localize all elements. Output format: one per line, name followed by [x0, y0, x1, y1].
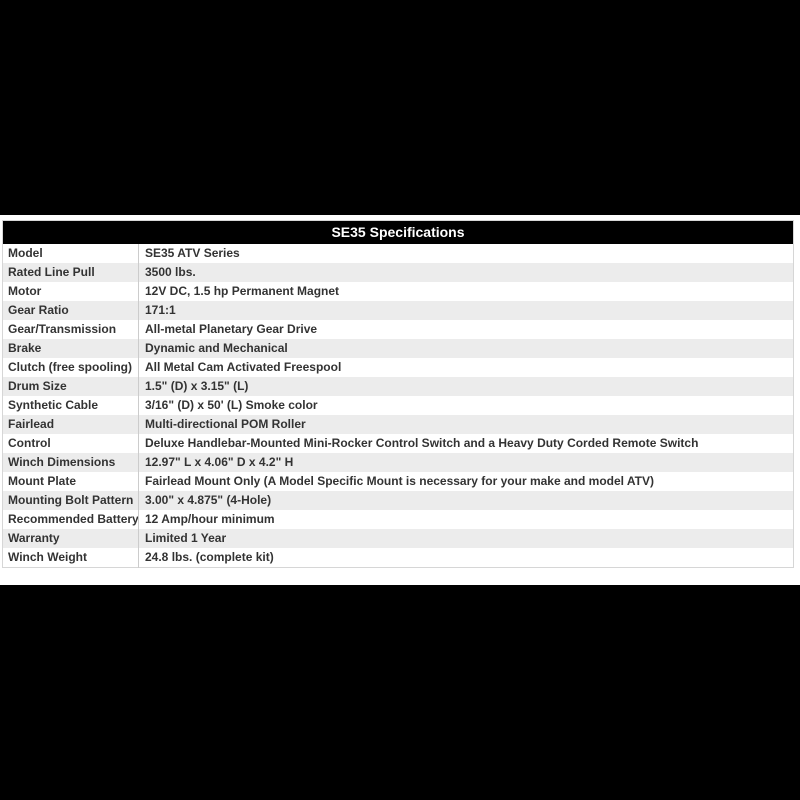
spec-label: Synthetic Cable	[8, 398, 99, 412]
spec-label: Warranty	[8, 531, 60, 545]
spec-label: Winch Weight	[8, 550, 87, 564]
spec-value: 12 Amp/hour minimum	[138, 510, 794, 529]
table-row: Brake Dynamic and Mechanical	[2, 339, 794, 358]
table-row: Motor 12V DC, 1.5 hp Permanent Magnet	[2, 282, 794, 301]
table-row: Gear/Transmission All-metal Planetary Gea…	[2, 320, 794, 339]
table-row: Winch Dimensions 12.97" L x 4.06" D x 4.2…	[2, 453, 794, 472]
spec-label: Mount Plate	[8, 474, 76, 488]
spec-label: Recommended Battery	[8, 512, 139, 526]
spec-label: Gear Ratio	[8, 303, 69, 317]
spec-value: 3.00" x 4.875" (4-Hole)	[138, 491, 794, 510]
table-row: Gear Ratio 171:1	[2, 301, 794, 320]
spec-value: 12.97" L x 4.06" D x 4.2" H	[138, 453, 794, 472]
spec-value: 171:1	[138, 301, 794, 320]
table-row: Clutch (free spooling) All Metal Cam Acti…	[2, 358, 794, 377]
spec-label: Winch Dimensions	[8, 455, 116, 469]
content-panel: SE35 Specifications Model SE35 ATV Series…	[0, 215, 800, 585]
spec-label: Mounting Bolt Pattern	[8, 493, 134, 507]
spec-label: Rated Line Pull	[8, 265, 95, 279]
spec-label: Gear/Transmission	[8, 322, 117, 336]
specs-table: SE35 Specifications Model SE35 ATV Series…	[2, 220, 794, 568]
table-row: Winch Weight 24.8 lbs. (complete kit)	[2, 548, 794, 568]
table-row: Drum Size 1.5" (D) x 3.15" (L)	[2, 377, 794, 396]
table-row: Recommended Battery 12 Amp/hour minimum	[2, 510, 794, 529]
spec-label: Clutch (free spooling)	[8, 360, 132, 374]
specs-body: Model SE35 ATV Series Rated Line Pull 3500 …	[2, 244, 794, 568]
spec-value: 12V DC, 1.5 hp Permanent Magnet	[138, 282, 794, 301]
spec-label: Drum Size	[8, 379, 67, 393]
spec-label: Control	[8, 436, 51, 450]
table-row: Warranty Limited 1 Year	[2, 529, 794, 548]
spec-label: Model	[8, 246, 43, 260]
spec-value: Limited 1 Year	[138, 529, 794, 548]
bottom-letterbox	[0, 585, 800, 800]
spec-value: Multi-directional POM Roller	[138, 415, 794, 434]
spec-value: 1.5" (D) x 3.15" (L)	[138, 377, 794, 396]
table-row: Rated Line Pull 3500 lbs.	[2, 263, 794, 282]
spec-label: Motor	[8, 284, 42, 298]
spec-value: SE35 ATV Series	[138, 244, 794, 263]
table-row: Fairlead Multi-directional POM Roller	[2, 415, 794, 434]
spec-value: 3500 lbs.	[138, 263, 794, 282]
spec-value: Dynamic and Mechanical	[138, 339, 794, 358]
spec-value: Deluxe Handlebar-Mounted Mini-Rocker Con…	[138, 434, 794, 453]
table-row: Mount Plate Fairlead Mount Only (A Model …	[2, 472, 794, 491]
table-header-row: SE35 Specifications	[2, 220, 794, 244]
spec-value: 3/16" (D) x 50' (L) Smoke color	[138, 396, 794, 415]
table-row: Synthetic Cable 3/16" (D) x 50' (L) Smoke…	[2, 396, 794, 415]
spec-value: 24.8 lbs. (complete kit)	[138, 548, 794, 568]
spec-value: All Metal Cam Activated Freespool	[138, 358, 794, 377]
table-title: SE35 Specifications	[2, 220, 794, 244]
spec-label: Brake	[8, 341, 42, 355]
spec-value: Fairlead Mount Only (A Model Specific Mo…	[138, 472, 794, 491]
top-letterbox	[0, 0, 800, 215]
table-row: Mounting Bolt Pattern 3.00" x 4.875" (4-H…	[2, 491, 794, 510]
spec-label: Fairlead	[8, 417, 55, 431]
table-row: Control Deluxe Handlebar-Mounted Mini-Roc…	[2, 434, 794, 453]
table-row: Model SE35 ATV Series	[2, 244, 794, 263]
spec-value: All-metal Planetary Gear Drive	[138, 320, 794, 339]
